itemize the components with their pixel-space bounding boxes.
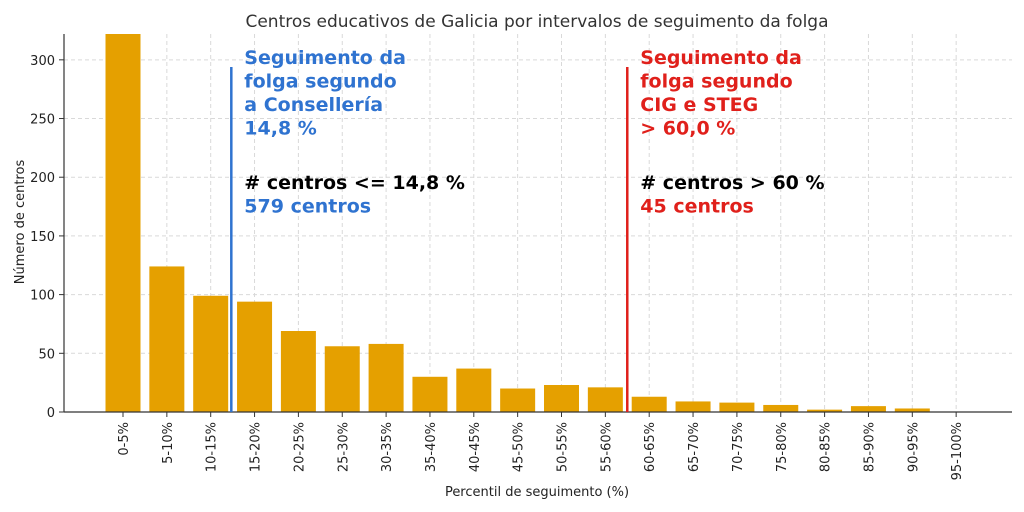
bar: [324, 346, 360, 412]
bar: [807, 409, 843, 412]
bar: [280, 331, 316, 412]
y-tick-label: 300: [30, 54, 55, 69]
y-axis-label: Número de centros: [13, 160, 28, 285]
annotation-heading-line: a Consellería: [244, 94, 383, 116]
x-tick-label: 25-30%: [336, 422, 351, 472]
bar: [587, 387, 623, 412]
annotation-heading-line: Seguimento da: [640, 47, 802, 69]
x-tick-label: 75-80%: [775, 422, 790, 472]
x-tick-label: 90-95%: [906, 422, 921, 472]
y-tick-label: 200: [30, 171, 55, 186]
bar: [105, 34, 141, 412]
annotation-count-label: # centros <= 14,8 %: [244, 172, 465, 194]
bar: [193, 295, 229, 412]
bar: [675, 401, 711, 412]
axes: [63, 34, 1012, 413]
bar: [850, 406, 886, 412]
bar: [763, 404, 799, 412]
bar: [500, 388, 536, 412]
x-tick-label: 5-10%: [161, 422, 176, 464]
x-tick-label: 30-35%: [380, 422, 395, 472]
bar: [456, 368, 492, 412]
bars: [105, 34, 930, 412]
y-tick-label: 100: [30, 289, 55, 304]
x-tick-label: 20-25%: [292, 422, 307, 472]
x-tick-label: 0-5%: [117, 422, 132, 456]
annotation-count-value: 579 centros: [244, 196, 371, 218]
annotation-value: > 60,0 %: [640, 118, 735, 140]
annotation-heading-line: Seguimento da: [244, 47, 406, 69]
x-tick-label: 80-85%: [819, 422, 834, 472]
y-tick-label: 250: [30, 113, 55, 128]
bar: [149, 266, 185, 412]
x-axis-label: Percentil de seguimento (%): [445, 485, 629, 500]
x-tick-label: 70-75%: [731, 422, 746, 472]
annotation-heading-line: folga segundo: [640, 71, 792, 93]
grid: [64, 34, 1012, 413]
annotation-value: 14,8 %: [244, 118, 317, 140]
x-tick-label: 40-45%: [468, 422, 483, 472]
y-tick-label: 150: [30, 230, 55, 245]
bar: [719, 402, 755, 412]
x-tick-label: 35-40%: [424, 422, 439, 472]
x-tick-label: 60-65%: [643, 422, 658, 472]
tick-labels: 0 50 100 150 200 250 300 0-5% 5-10% 10-15% 15-20% 2…: [30, 54, 965, 481]
x-tick-label: 50-55%: [556, 422, 571, 472]
x-tick-label: 45-50%: [512, 422, 527, 472]
x-tick-label: 85-90%: [862, 422, 877, 472]
x-tick-label: 15-20%: [249, 422, 264, 472]
x-tick-label: 10-15%: [205, 422, 220, 472]
bar: [368, 343, 404, 412]
y-tick-label: 50: [38, 347, 55, 362]
bar: [894, 408, 930, 412]
bar: [631, 396, 667, 412]
y-tick-label: 0: [47, 406, 55, 421]
annotation-count-label: # centros > 60 %: [640, 172, 824, 194]
x-tick-label: 55-60%: [599, 422, 614, 472]
annotation-heading-line: folga segundo: [244, 71, 396, 93]
chart-title: Centros educativos de Galicia por interv…: [245, 12, 828, 32]
x-tick-label: 95-100%: [950, 422, 965, 480]
annotation-count-value: 45 centros: [640, 196, 754, 218]
annotation-heading-line: CIG e STEG: [640, 94, 758, 116]
bar: [237, 301, 273, 412]
x-tick-label: 65-70%: [687, 422, 702, 472]
bar: [412, 376, 448, 412]
bar: [544, 385, 579, 412]
